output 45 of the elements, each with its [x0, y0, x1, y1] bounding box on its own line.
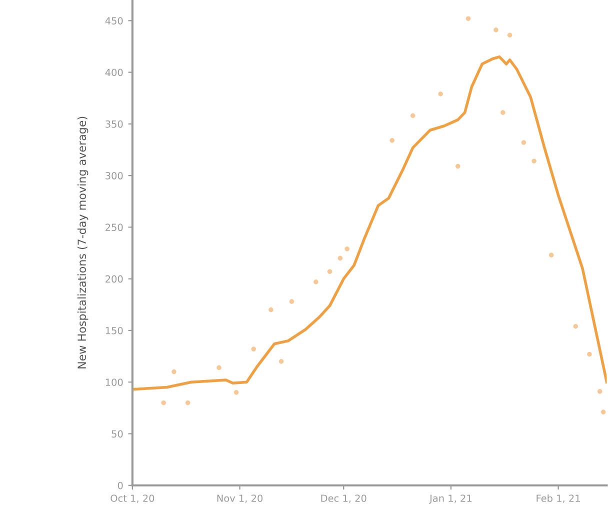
- point: [438, 92, 443, 96]
- point: [390, 138, 394, 143]
- point: [314, 280, 318, 284]
- x-tick-label: Feb 1, 21: [536, 494, 580, 503]
- point: [494, 28, 498, 32]
- y-tick-label: 100: [106, 378, 123, 386]
- point: [573, 324, 578, 329]
- point: [216, 365, 222, 370]
- point: [344, 246, 350, 252]
- point: [466, 16, 471, 21]
- line-series: [132, 55, 607, 391]
- y-axis-title: New Hospitalizations (7-day moving average): [77, 116, 88, 368]
- point: [500, 110, 506, 115]
- point: [338, 256, 343, 261]
- point: [532, 158, 536, 164]
- y-tick-label: 300: [106, 172, 123, 180]
- point: [251, 346, 256, 352]
- point: [234, 390, 239, 395]
- x-tick-label: Oct 1, 20: [110, 494, 154, 503]
- point: [327, 269, 332, 274]
- x-tick-label: Jan 1, 21: [429, 494, 472, 504]
- y-tick-label: 250: [106, 224, 123, 232]
- point: [597, 389, 602, 394]
- y-tick-label: 150: [106, 326, 123, 334]
- point: [410, 113, 416, 118]
- point: [455, 164, 460, 169]
- y-tick-label: 450: [105, 17, 123, 24]
- y-tick-label: 200: [106, 275, 123, 283]
- point: [172, 369, 176, 374]
- point: [521, 140, 526, 145]
- point: [161, 400, 166, 406]
- point: [289, 299, 294, 304]
- y-tick-label: 50: [112, 430, 123, 438]
- x-tick-label: Nov 1, 20: [217, 494, 263, 503]
- point: [587, 352, 592, 357]
- y-tick-label: 350: [106, 120, 123, 128]
- y-tick-label: 0: [118, 482, 123, 490]
- y-tick-label: 400: [105, 68, 123, 76]
- point: [507, 32, 512, 38]
- point: [548, 252, 554, 258]
- point: [600, 410, 606, 414]
- x-tick-label: Dec 1, 20: [321, 494, 366, 503]
- point: [278, 359, 284, 364]
- point: [268, 307, 274, 312]
- point: [185, 400, 190, 406]
